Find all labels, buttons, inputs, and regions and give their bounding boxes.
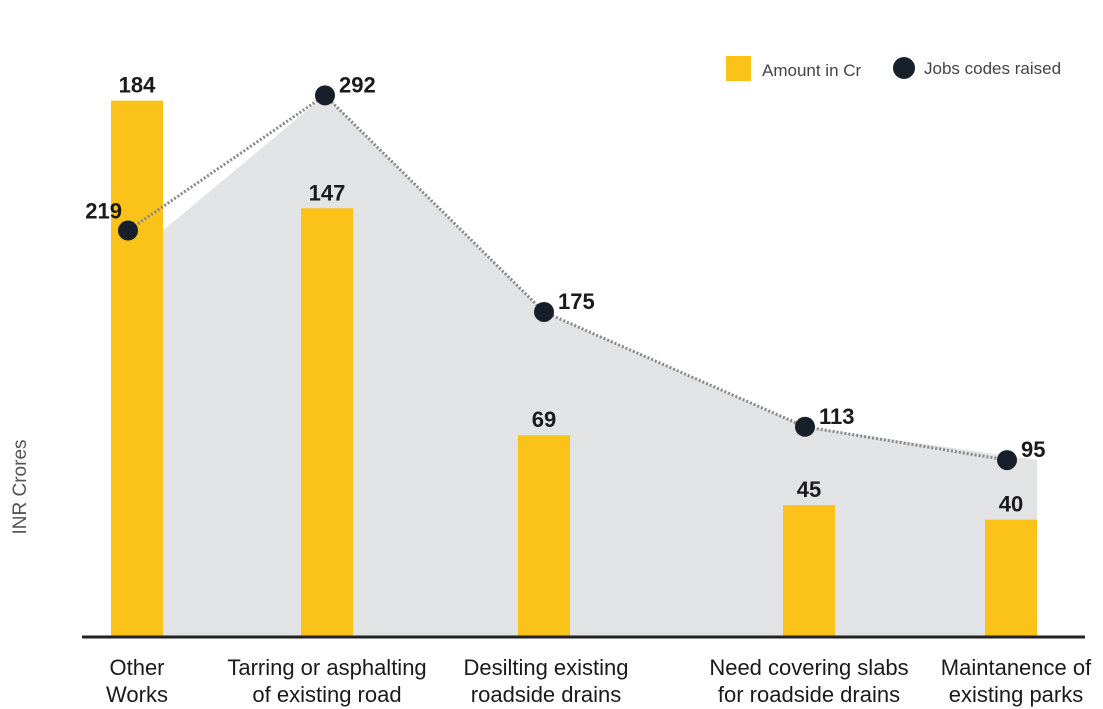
point-jobs-0 [118, 220, 138, 241]
category-label-line: Desilting existing [463, 655, 628, 680]
line-layer [127, 93, 1008, 462]
area-layer [163, 95, 1037, 637]
category-label-line: Need covering slabs [709, 655, 908, 680]
bar-value-label-2: 69 [532, 407, 556, 432]
category-label-line: Other [109, 655, 164, 680]
point-jobs-1 [315, 85, 335, 106]
category-label-line: existing parks [949, 682, 1084, 707]
legend-swatch-jobs [893, 57, 915, 79]
bar-layer [111, 100, 1037, 637]
bar-amount-2 [518, 435, 570, 636]
category-label-line: Tarring or asphalting [227, 655, 426, 680]
category-label-2: Desilting existing roadside drains [463, 655, 628, 707]
category-labels: Other Works Tarring or asphalting of existi… [106, 655, 1092, 707]
bar-value-label-0: 184 [119, 73, 156, 98]
category-label-line: roadside drains [471, 682, 621, 707]
bar-value-label-1: 147 [309, 180, 346, 205]
category-label-3: Need covering slabs for roadside drains [709, 655, 908, 707]
point-jobs-2 [534, 301, 554, 322]
point-value-label-1: 292 [339, 72, 376, 97]
legend-swatch-amount [726, 56, 751, 81]
y-axis-label: INR Crores [10, 439, 31, 534]
point-value-label-3: 113 [819, 404, 855, 429]
category-label-0: Other Works [106, 655, 168, 707]
category-label-1: Tarring or asphalting of existing road [227, 655, 426, 707]
point-value-label-0: 219 [85, 199, 122, 224]
bar-amount-0 [111, 100, 163, 636]
point-layer [118, 85, 1017, 471]
bar-value-label-3: 45 [797, 477, 821, 502]
point-value-label-2: 175 [558, 289, 595, 314]
legend: Amount in Cr Jobs codes raised [726, 56, 1061, 81]
point-jobs-3 [795, 416, 815, 437]
category-label-4: Maintanence of existing parks [941, 655, 1092, 707]
point-value-label-4: 95 [1021, 437, 1045, 462]
category-label-line: for roadside drains [718, 682, 900, 707]
bar-value-label-4: 40 [999, 492, 1023, 517]
bar-amount-3 [783, 505, 835, 636]
category-label-line: of existing road [252, 682, 401, 707]
legend-label-amount: Amount in Cr [762, 61, 862, 80]
bar-amount-1 [301, 208, 353, 637]
point-jobs-4 [997, 450, 1017, 471]
legend-label-jobs: Jobs codes raised [924, 59, 1061, 78]
category-label-line: Maintanence of [941, 655, 1092, 680]
jobs-line [127, 93, 1008, 462]
category-label-line: Works [106, 682, 168, 707]
jobs-area [163, 95, 1037, 637]
bar-amount-4 [985, 519, 1037, 636]
label-layer: 184 147 69 45 40 219 292 175 113 95 [85, 72, 1045, 516]
